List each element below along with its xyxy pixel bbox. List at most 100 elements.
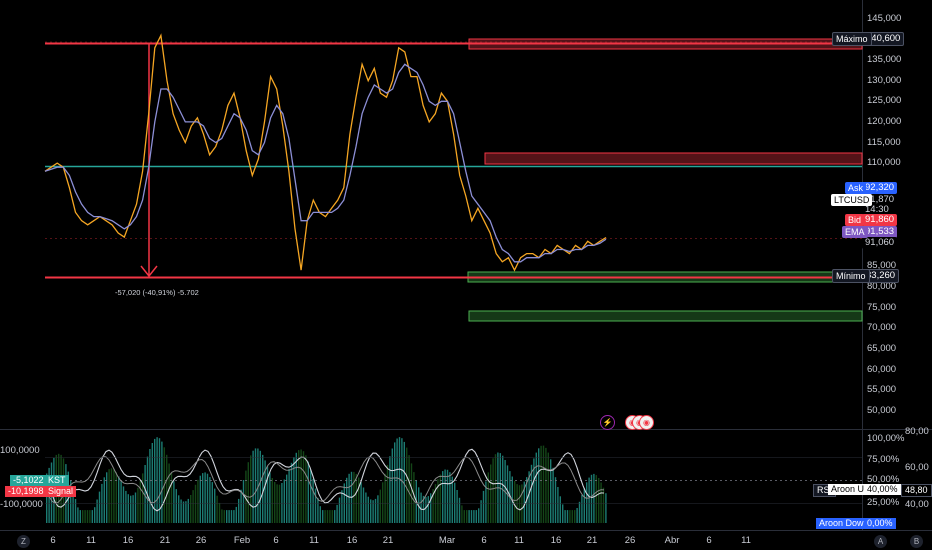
rsi-value-tag: 48,80: [901, 484, 932, 497]
aroon-bar: [166, 454, 168, 523]
aroon-bar: [564, 510, 566, 523]
aroon-bar: [252, 450, 254, 523]
aroon-bar: [298, 450, 300, 523]
price-tick: 75,000: [867, 302, 897, 313]
lightning-event-icon[interactable]: ⚡: [600, 415, 615, 430]
aroon-bar: [439, 474, 441, 523]
aroon-bar: [490, 464, 492, 523]
aroon-bar: [346, 477, 348, 523]
price-tick: 110,000: [867, 157, 901, 168]
aroon-bar: [305, 455, 307, 523]
aroon-bar: [290, 462, 293, 523]
aroon-bars: [46, 437, 607, 523]
aroon-bar: [466, 510, 468, 523]
price-series-line: [44, 33, 607, 272]
aroon-bar: [595, 475, 597, 523]
aroon-bar: [142, 473, 144, 523]
date-tick: 26: [195, 535, 207, 546]
aroon-bar: [257, 448, 259, 523]
aroon-bar: [583, 488, 585, 523]
aroon-bar: [485, 481, 487, 523]
aroon-bar: [576, 508, 578, 523]
aroon-bar: [430, 493, 432, 523]
aroon-up-value-tag: 40,00%: [864, 484, 901, 495]
aroon-bar: [482, 490, 485, 523]
kst-label-tag: KST: [45, 475, 69, 486]
osc-right-tick: 100,00%: [867, 433, 905, 444]
aroon-bar: [161, 441, 163, 523]
aroon-bar: [146, 456, 149, 523]
price-tick: 50,000: [867, 405, 897, 416]
aroon-bar: [46, 473, 48, 523]
aroon-bar: [154, 438, 156, 523]
aroon-bar: [494, 454, 497, 523]
aroon-bar: [487, 472, 489, 523]
price-tick: 85,000: [867, 260, 897, 271]
aroon-bar: [120, 481, 122, 523]
aroon-bar: [588, 477, 590, 523]
aroon-bar: [446, 469, 449, 523]
aroon-up-label-tag: Aroon Up: [828, 484, 873, 495]
aroon-bar: [331, 510, 333, 523]
aroon-bar: [108, 469, 110, 523]
aroon-bar: [389, 456, 391, 523]
ema-series-line: [44, 63, 607, 263]
aroon-bar: [540, 445, 542, 523]
date-tick: 16: [550, 535, 562, 546]
flag-event-icon[interactable]: ◉: [639, 415, 654, 430]
aroon-bar: [274, 482, 276, 523]
aroon-bar: [523, 481, 525, 523]
aroon-bar: [310, 469, 312, 523]
date-tick: 6: [273, 535, 279, 546]
date-tick: Mar: [438, 535, 456, 546]
ask-price-tag: 92,320: [862, 182, 898, 194]
aroon-bar: [228, 510, 230, 523]
aroon-bar: [396, 438, 398, 523]
aroon-bar: [550, 459, 552, 523]
aroon-bar: [408, 455, 410, 523]
far-right-tick: 40,00: [905, 499, 929, 510]
aroon-bar: [372, 500, 374, 523]
date-tick: 21: [159, 535, 171, 546]
aroon-bar: [158, 438, 161, 523]
aroon-bar: [190, 495, 192, 523]
price-tick: 125,000: [867, 95, 902, 106]
price-tick: 115,000: [867, 137, 901, 148]
aroon-bar: [391, 448, 393, 523]
aroon-bar: [295, 452, 297, 523]
aroon-bar: [130, 495, 132, 523]
aroon-bar: [590, 474, 593, 523]
aroon-bar: [314, 488, 317, 523]
aroon-bar: [70, 480, 72, 523]
aroon-bar: [254, 448, 257, 523]
aroon-bar: [242, 480, 245, 523]
aroon-bar: [312, 478, 314, 523]
aroon-bar: [370, 499, 372, 523]
aroon-bar: [110, 468, 113, 523]
aroon-bar: [473, 510, 475, 523]
aroon-bar: [84, 510, 86, 523]
price-tick: 130,000: [867, 75, 902, 86]
measure-label: -57,020 (-40,91%) -5.702: [115, 288, 199, 297]
aroon-bar: [197, 479, 199, 523]
aroon-bar: [132, 495, 134, 523]
aroon-bar: [379, 489, 381, 523]
aroon-bar: [470, 510, 473, 523]
price-tick: 70,000: [867, 322, 897, 333]
aroon-bar: [437, 479, 439, 523]
aroon-bar: [178, 495, 180, 523]
settings-button[interactable]: B: [910, 535, 923, 548]
countdown-tag: 14:30: [862, 204, 892, 216]
auto-scale-button[interactable]: A: [874, 535, 887, 548]
far-right-tick: 60,00: [905, 462, 929, 473]
aroon-bar: [586, 482, 588, 523]
aroon-bar: [216, 495, 218, 523]
resistance-zone-mid: [484, 152, 863, 165]
aroon-bar: [334, 510, 336, 523]
aroon-bar: [317, 497, 319, 523]
aroon-bar: [581, 495, 583, 523]
timezone-button[interactable]: Z: [17, 535, 30, 548]
aroon-bar: [74, 499, 77, 523]
aroon-bar: [449, 472, 451, 523]
